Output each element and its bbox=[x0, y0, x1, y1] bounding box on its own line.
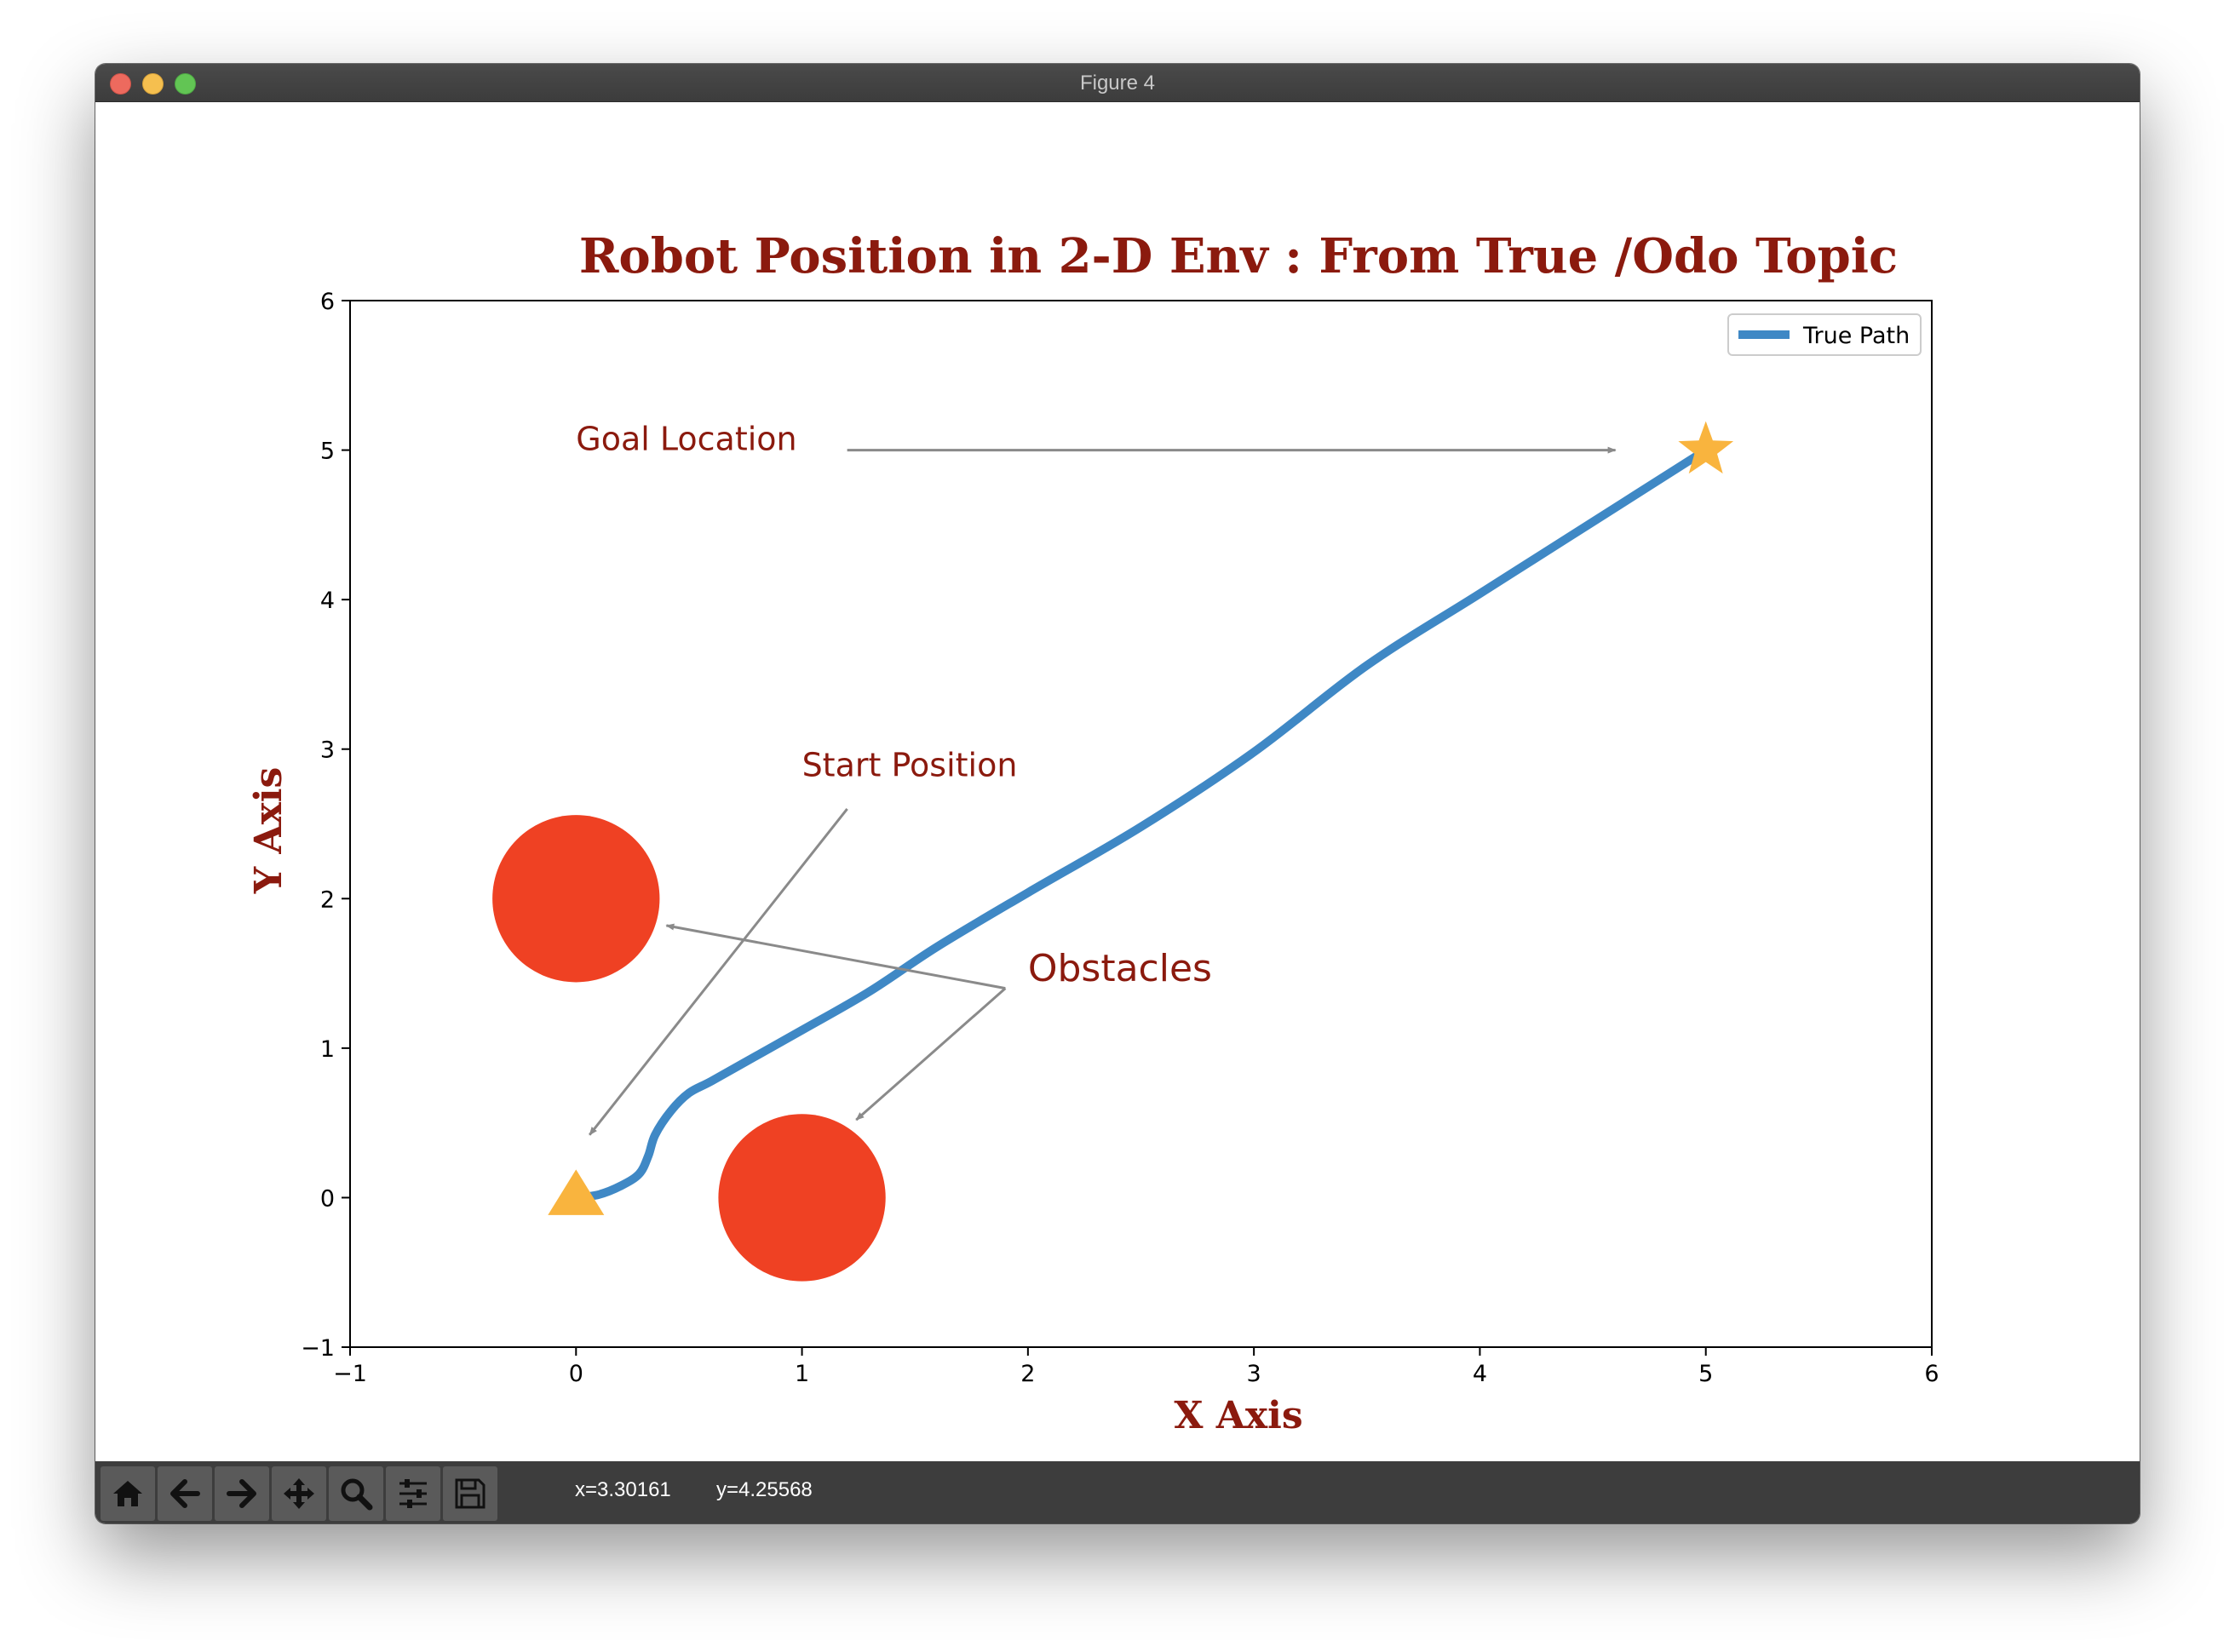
x-coordinate-readout: x=3.30161 bbox=[575, 1478, 671, 1501]
x-tick-label-7: 6 bbox=[1924, 1361, 1939, 1387]
arrow-right-icon bbox=[227, 1479, 256, 1508]
save-button[interactable] bbox=[443, 1466, 497, 1521]
legend: True Path bbox=[1727, 313, 1922, 356]
maximize-window-button[interactable] bbox=[175, 73, 196, 95]
obstacle-circle-1 bbox=[492, 815, 660, 983]
x-tick-label-3: 2 bbox=[1020, 1361, 1035, 1387]
x-tick-label-2: 1 bbox=[795, 1361, 809, 1387]
y-axis-label: Y Axis bbox=[247, 767, 290, 895]
y-tick-label-2: 1 bbox=[320, 1036, 335, 1063]
x-tick-label-5: 4 bbox=[1473, 1361, 1487, 1387]
close-window-button[interactable] bbox=[110, 73, 131, 95]
home-button[interactable] bbox=[101, 1466, 155, 1521]
figure-canvas[interactable]: Robot Position in 2-D Env : From True /O… bbox=[95, 102, 2140, 1461]
x-tick-label-6: 5 bbox=[1698, 1361, 1713, 1387]
goal-star bbox=[1678, 421, 1734, 474]
legend-box bbox=[1727, 313, 1922, 356]
series-line-1 bbox=[572, 445, 1710, 1202]
obstacle-circle-2 bbox=[718, 1114, 886, 1282]
zoom-button[interactable] bbox=[329, 1466, 383, 1521]
start-triangle bbox=[548, 1169, 605, 1215]
y-tick-label-6: 5 bbox=[320, 439, 335, 465]
y-tick-label-5: 4 bbox=[320, 588, 335, 614]
start-position-annotation-text: Start Position bbox=[802, 746, 1018, 783]
y-tick-label-7: 6 bbox=[320, 289, 335, 315]
y-coordinate-readout: y=4.25568 bbox=[716, 1478, 813, 1501]
pan-button[interactable] bbox=[272, 1466, 326, 1521]
obstacles-annotation-arrow-2 bbox=[855, 987, 1007, 1121]
x-axis-label: X Axis bbox=[1174, 1394, 1302, 1437]
configure-subplots-button[interactable] bbox=[386, 1466, 440, 1521]
window-title: Figure 4 bbox=[1079, 72, 1156, 95]
y-tick-label-4: 3 bbox=[320, 737, 335, 764]
x-tick-label-1: 0 bbox=[569, 1361, 583, 1387]
figure-window: Figure 4 Robot Position in 2-D Env : Fro… bbox=[95, 64, 2140, 1523]
y-tick-label-0: −1 bbox=[301, 1335, 335, 1362]
obstacles-annotation-arrow-1 bbox=[665, 923, 1006, 990]
arrow-left-icon bbox=[170, 1479, 200, 1508]
move-icon bbox=[284, 1478, 314, 1509]
legend-entry-label: True Path bbox=[1802, 323, 1910, 349]
title-bar[interactable]: Figure 4 bbox=[95, 64, 2140, 102]
goal-location-annotation-text: Goal Location bbox=[576, 421, 796, 458]
back-button[interactable] bbox=[158, 1466, 212, 1521]
minimize-window-button[interactable] bbox=[142, 73, 164, 95]
start-position-annotation-arrow-1 bbox=[589, 808, 848, 1136]
floppy-disk-icon bbox=[455, 1478, 485, 1509]
forward-button[interactable] bbox=[215, 1466, 269, 1521]
y-tick-label-3: 2 bbox=[320, 886, 335, 913]
magnifier-icon bbox=[341, 1478, 373, 1511]
sliders-icon bbox=[399, 1479, 427, 1508]
home-icon bbox=[113, 1481, 142, 1506]
y-tick-label-1: 0 bbox=[320, 1185, 335, 1212]
x-tick-label-0: −1 bbox=[333, 1361, 367, 1387]
axes-frame bbox=[349, 300, 1933, 1348]
plot-svg[interactable]: Robot Position in 2-D Env : From True /O… bbox=[95, 102, 2140, 1461]
navigation-toolbar: x=3.30161 y=4.25568 bbox=[95, 1461, 2140, 1523]
obstacles-annotation-text: Obstacles bbox=[1028, 947, 1212, 990]
chart-title: Robot Position in 2-D Env : From True /O… bbox=[579, 228, 1898, 284]
x-tick-label-4: 3 bbox=[1247, 1361, 1261, 1387]
